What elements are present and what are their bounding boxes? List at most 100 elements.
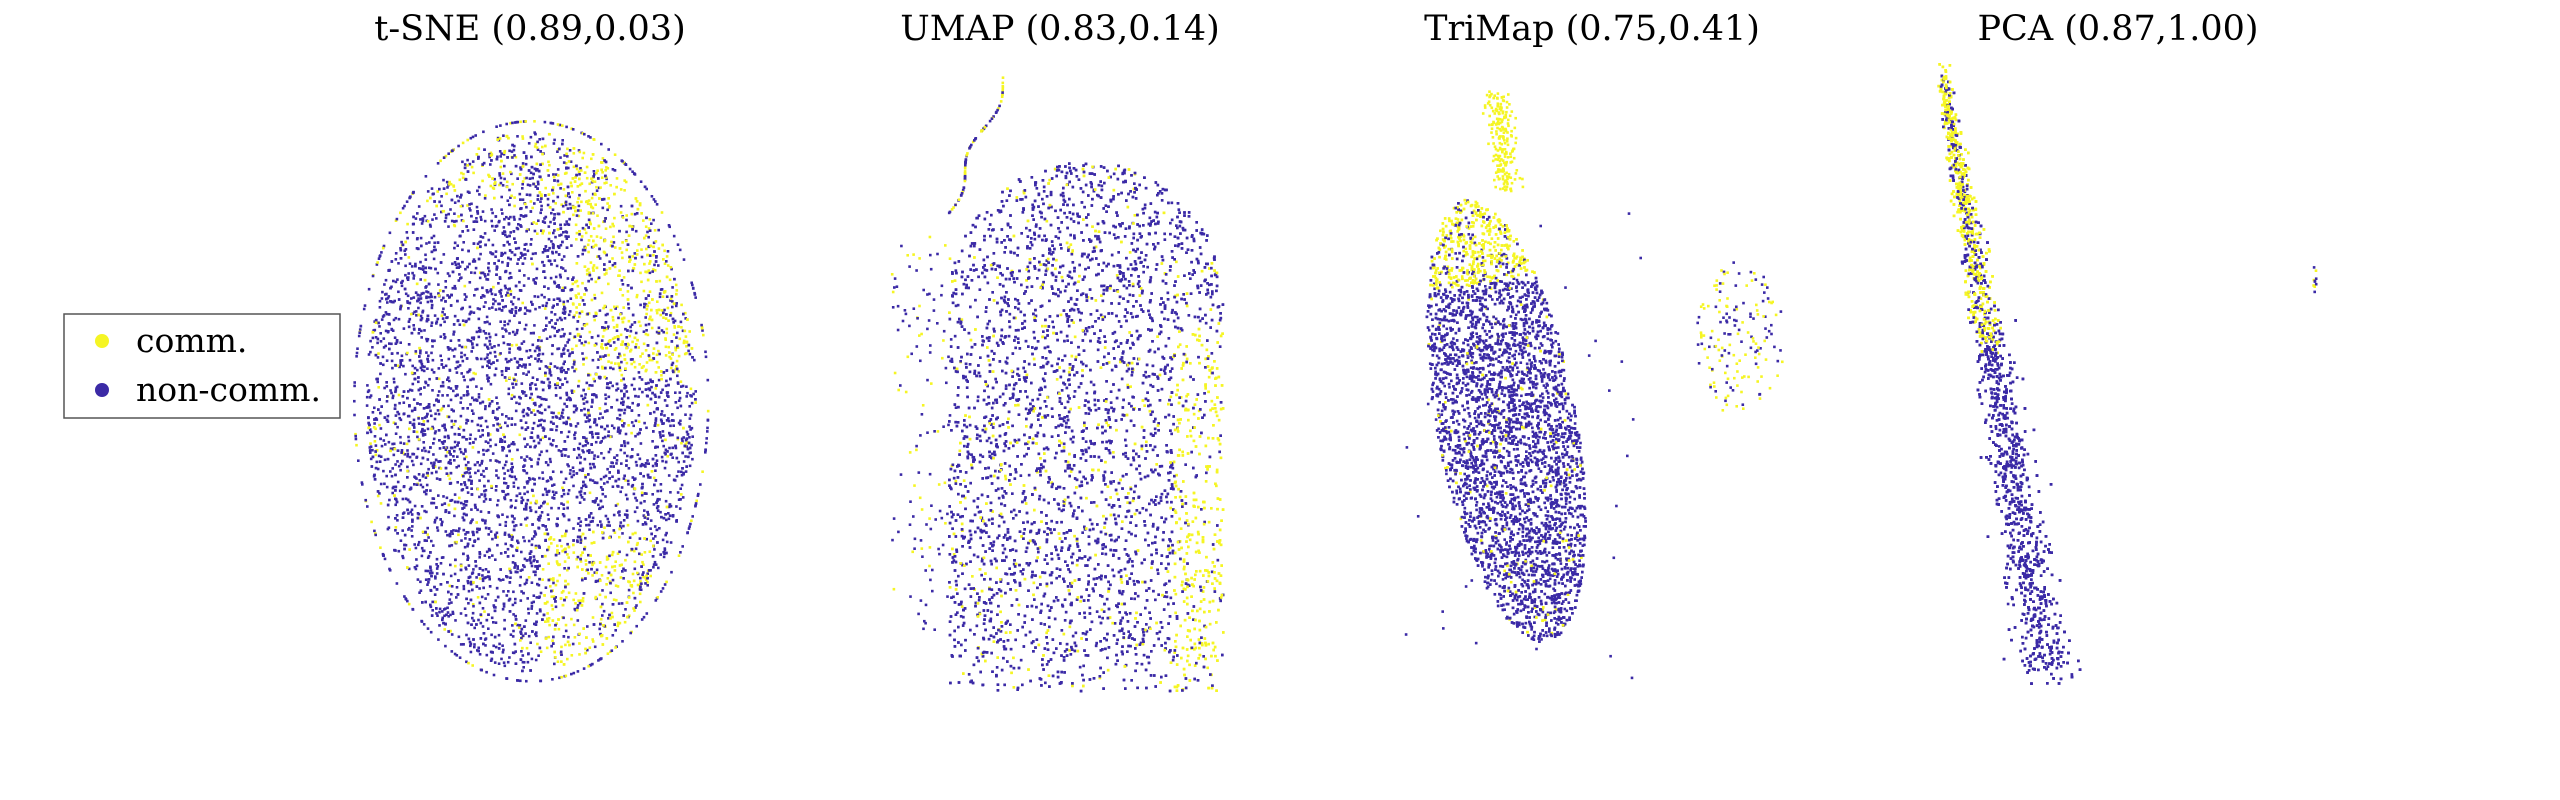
tsne-point	[556, 303, 559, 306]
tsne-point	[430, 324, 433, 327]
tsne-point	[540, 418, 543, 422]
tsne-point	[546, 197, 550, 201]
tsne-point	[557, 506, 560, 510]
tsne-point	[594, 579, 598, 583]
tsne-point	[378, 306, 382, 309]
tsne-point	[619, 188, 623, 191]
tsne-point	[513, 314, 516, 317]
tsne-point	[520, 590, 523, 593]
tsne-point	[652, 241, 656, 245]
tsne-point	[615, 325, 619, 328]
tsne-point	[486, 320, 489, 324]
tsne-point	[588, 384, 591, 387]
tsne-point	[481, 518, 484, 522]
tsne-point	[548, 259, 552, 263]
tsne-point	[386, 301, 389, 304]
tsne-point	[537, 182, 540, 186]
tsne-point	[525, 242, 528, 246]
tsne-point	[585, 322, 589, 326]
tsne-point	[562, 352, 566, 355]
tsne-point	[562, 161, 566, 164]
tsne-point	[619, 490, 622, 494]
tsne-point	[627, 588, 631, 592]
tsne-point	[449, 613, 452, 617]
tsne-point	[506, 262, 510, 265]
tsne-point	[601, 171, 604, 174]
tsne-point	[606, 312, 609, 316]
tsne-point	[566, 147, 569, 151]
tsne-point	[369, 430, 373, 434]
tsne-point	[399, 441, 402, 445]
tsne-point	[404, 372, 407, 376]
tsne-point	[638, 537, 642, 540]
tsne-point	[426, 526, 429, 530]
tsne-point	[664, 438, 667, 442]
tsne-point	[443, 614, 446, 618]
tsne-point	[507, 217, 511, 220]
tsne-point	[665, 540, 669, 544]
tsne-point	[564, 623, 568, 627]
tsne-point	[588, 491, 592, 495]
tsne-point	[593, 297, 597, 300]
tsne-point	[412, 398, 416, 401]
tsne-point	[388, 498, 391, 502]
tsne-point	[582, 498, 586, 501]
tsne-point	[431, 345, 434, 348]
tsne-point	[612, 426, 616, 430]
tsne-point	[648, 218, 652, 221]
tsne-point	[496, 543, 499, 547]
tsne-point	[546, 600, 549, 604]
tsne-point	[568, 149, 572, 152]
tsne-point	[640, 255, 644, 259]
tsne-point	[537, 357, 541, 361]
tsne-point	[598, 561, 602, 564]
tsne-point	[585, 437, 588, 441]
tsne-point	[410, 529, 413, 532]
tsne-point	[650, 308, 653, 312]
tsne-point	[650, 222, 653, 225]
tsne-point	[590, 443, 593, 446]
tsne-point	[572, 551, 576, 554]
tsne-point	[559, 650, 563, 654]
tsne-point	[377, 321, 380, 325]
tsne-point	[459, 643, 463, 646]
tsne-point	[510, 300, 513, 303]
tsne-point	[584, 563, 588, 566]
tsne-point	[498, 137, 502, 140]
tsne-point	[374, 427, 377, 431]
tsne-point	[465, 421, 468, 425]
tsne-point	[511, 156, 514, 159]
tsne-point	[544, 304, 548, 308]
tsne-point	[397, 549, 401, 553]
tsne-point	[620, 462, 623, 465]
tsne-point	[688, 436, 691, 439]
tsne-point	[603, 482, 606, 485]
tsne-point	[669, 266, 673, 269]
tsne-point	[640, 248, 643, 251]
tsne-point	[559, 227, 563, 230]
tsne-point	[555, 622, 558, 625]
tsne-point	[662, 551, 665, 554]
tsne-point	[399, 248, 403, 252]
tsne-point	[429, 569, 433, 572]
tsne-point	[599, 236, 603, 239]
tsne-point	[555, 560, 559, 563]
tsne-point	[637, 371, 641, 374]
tsne-point	[458, 527, 461, 530]
tsne-point	[600, 574, 604, 577]
tsne-point	[647, 381, 650, 385]
tsne-point	[448, 598, 452, 601]
tsne-point	[450, 544, 454, 547]
tsne-point	[414, 350, 418, 353]
tsne-point	[579, 209, 582, 212]
tsne-point	[408, 526, 411, 530]
tsne-point	[426, 384, 430, 387]
tsne-point	[623, 358, 627, 361]
tsne-point	[648, 271, 652, 275]
tsne-point	[654, 417, 658, 420]
tsne-point	[424, 258, 428, 261]
tsne-point	[502, 466, 505, 470]
tsne-point	[572, 484, 575, 488]
tsne-point	[492, 187, 496, 190]
tsne-point	[541, 145, 544, 149]
